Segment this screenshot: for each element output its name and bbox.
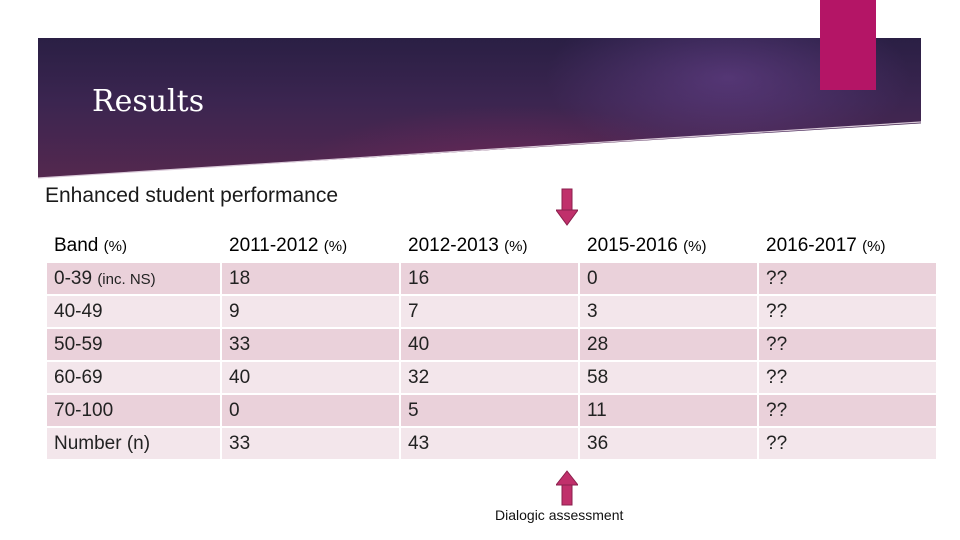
value-cell: 0 [222, 395, 399, 426]
value-cell: ?? [759, 296, 936, 327]
value-cell: 5 [401, 395, 578, 426]
value-cell: ?? [759, 329, 936, 360]
value-cell: ?? [759, 263, 936, 294]
header-cell-2011-2012: 2011-2012 (%) [222, 231, 399, 261]
value-cell: 28 [580, 329, 757, 360]
band-cell: 50-59 [47, 329, 220, 360]
band-cell: Number (n) [47, 428, 220, 459]
value-cell: 36 [580, 428, 757, 459]
value-cell: 7 [401, 296, 578, 327]
table-row: 50-59 33 40 28 ?? [47, 329, 936, 360]
value-cell: 58 [580, 362, 757, 393]
value-cell: 18 [222, 263, 399, 294]
value-cell: 43 [401, 428, 578, 459]
table-row: 70-100 0 5 11 ?? [47, 395, 936, 426]
banner-curve [38, 121, 921, 179]
arrow-up-icon [556, 470, 578, 506]
band-cell: 60-69 [47, 362, 220, 393]
results-table: Band (%) 2011-2012 (%) 2012-2013 (%) 201… [45, 229, 938, 461]
table-header-row: Band (%) 2011-2012 (%) 2012-2013 (%) 201… [47, 231, 936, 261]
arrow-down-icon [556, 188, 578, 226]
value-cell: 40 [401, 329, 578, 360]
value-cell: 32 [401, 362, 578, 393]
band-cell: 70-100 [47, 395, 220, 426]
header-cell-2016-2017: 2016-2017 (%) [759, 231, 936, 261]
value-cell: 40 [222, 362, 399, 393]
slide-subtitle: Enhanced student performance [45, 184, 339, 207]
table-row: 0-39 (inc. NS) 18 16 0 ?? [47, 263, 936, 294]
table-row: 40-49 9 7 3 ?? [47, 296, 936, 327]
accent-tab [820, 0, 876, 90]
arrow-caption: Dialogic assessment [495, 507, 624, 523]
value-cell: 33 [222, 329, 399, 360]
value-cell: ?? [759, 395, 936, 426]
value-cell: 0 [580, 263, 757, 294]
value-cell: ?? [759, 428, 936, 459]
value-cell: 11 [580, 395, 757, 426]
header-cell-2015-2016: 2015-2016 (%) [580, 231, 757, 261]
header-cell-2012-2013: 2012-2013 (%) [401, 231, 578, 261]
value-cell: 33 [222, 428, 399, 459]
value-cell: 9 [222, 296, 399, 327]
table-row: 60-69 40 32 58 ?? [47, 362, 936, 393]
value-cell: 16 [401, 263, 578, 294]
value-cell: 3 [580, 296, 757, 327]
table-row: Number (n) 33 43 36 ?? [47, 428, 936, 459]
value-cell: ?? [759, 362, 936, 393]
band-cell: 0-39 (inc. NS) [47, 263, 220, 294]
header-cell-band: Band (%) [47, 231, 220, 261]
slide-title: Results [92, 84, 205, 119]
band-cell: 40-49 [47, 296, 220, 327]
